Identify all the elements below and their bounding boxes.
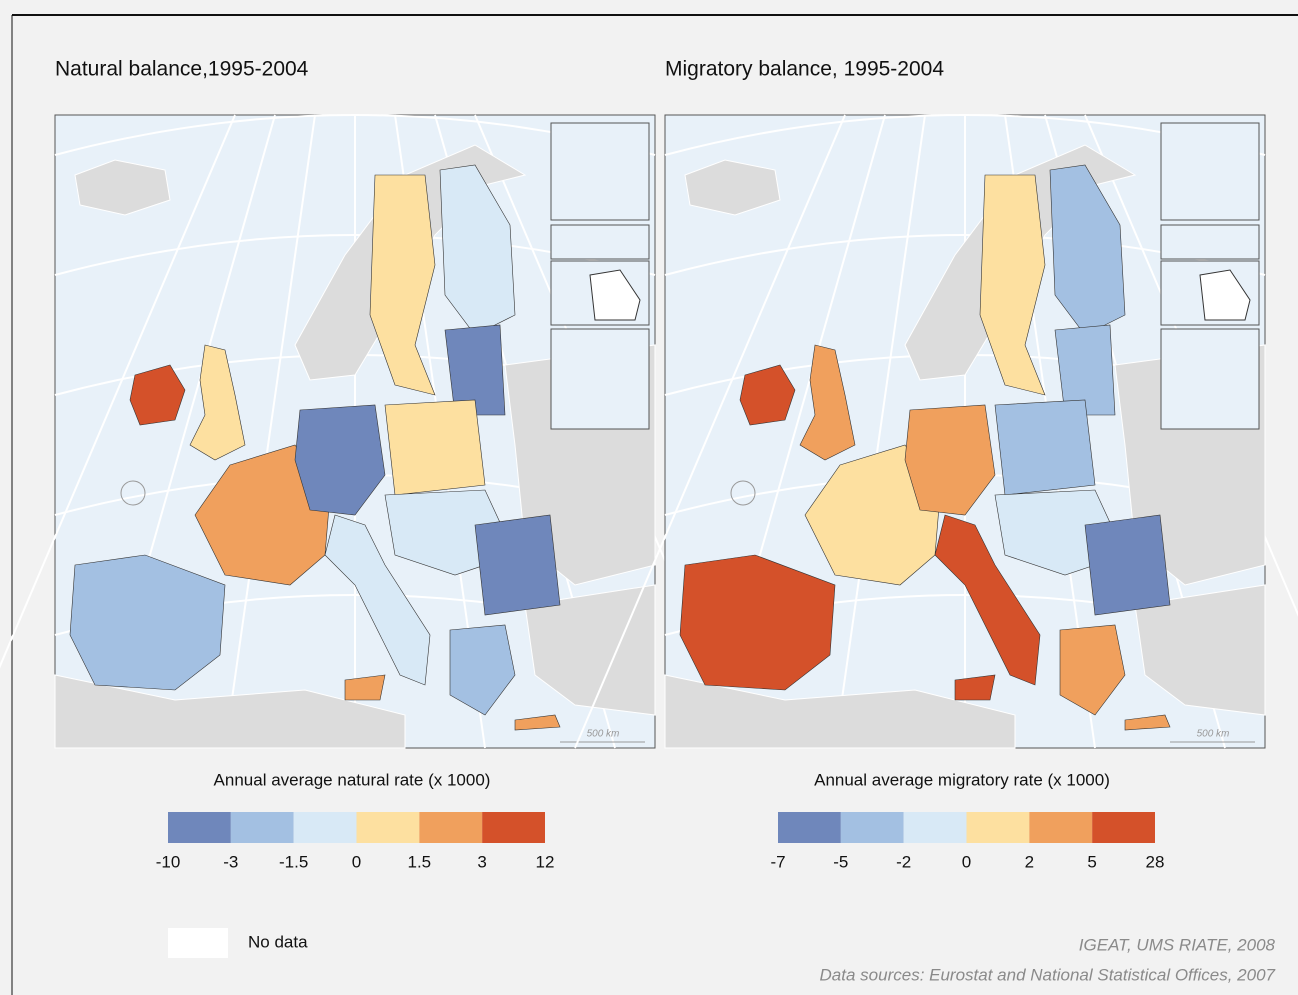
legend-tick-label: -3	[223, 852, 238, 871]
legend-swatch	[841, 812, 904, 843]
region	[385, 400, 485, 495]
legend-swatch	[231, 812, 294, 843]
map: 500 km	[0, 115, 745, 748]
legend-tick-label: 3	[477, 852, 486, 871]
legend-tick-label: -7	[770, 852, 785, 871]
legend-swatch	[778, 812, 841, 843]
legend-tick-label: 28	[1146, 852, 1165, 871]
legend-tick-label: 0	[352, 852, 361, 871]
legend-tick-label: -10	[156, 852, 181, 871]
credit: Data sources: Eurostat and National Stat…	[820, 965, 1276, 984]
region	[1085, 515, 1170, 615]
legend-swatch	[967, 812, 1030, 843]
inset	[551, 329, 649, 429]
scale-label: 500 km	[587, 729, 620, 740]
legend-swatch	[1092, 812, 1155, 843]
legend-tick-label: 2	[1025, 852, 1034, 871]
legend-tick-label: -5	[833, 852, 848, 871]
no-data-swatch	[168, 928, 228, 958]
legend-swatch	[419, 812, 482, 843]
legend-title: Annual average migratory rate (x 1000)	[814, 770, 1110, 789]
inset	[551, 123, 649, 220]
legend-swatch	[904, 812, 967, 843]
legend-tick-label: 0	[962, 852, 971, 871]
no-data-label: No data	[248, 932, 308, 951]
scale-label: 500 km	[1197, 729, 1230, 740]
inset	[1161, 329, 1259, 429]
credit: IGEAT, UMS RIATE, 2008	[1079, 935, 1276, 954]
legend-tick-label: 1.5	[408, 852, 432, 871]
legend-swatch	[1029, 812, 1092, 843]
legend-swatch	[294, 812, 357, 843]
legend-swatch	[357, 812, 420, 843]
legend-tick-label: 5	[1087, 852, 1096, 871]
legend-swatch	[168, 812, 231, 843]
legend-tick-label: 12	[536, 852, 555, 871]
inset	[551, 225, 649, 259]
legend-swatch	[482, 812, 545, 843]
legend-tick-label: -2	[896, 852, 911, 871]
inset	[1161, 123, 1259, 220]
figure: Natural balance,1995-2004 Migratory bala…	[0, 0, 1298, 995]
map-title: Natural balance,1995-2004	[55, 58, 309, 81]
page: Natural balance,1995-2004 Migratory bala…	[0, 0, 1298, 995]
region	[995, 400, 1095, 495]
inset	[1161, 225, 1259, 259]
map-title: Migratory balance, 1995-2004	[665, 58, 944, 81]
region	[475, 515, 560, 615]
legend-title: Annual average natural rate (x 1000)	[214, 770, 491, 789]
map: 500 km	[575, 115, 1298, 748]
legend-tick-label: -1.5	[279, 852, 308, 871]
